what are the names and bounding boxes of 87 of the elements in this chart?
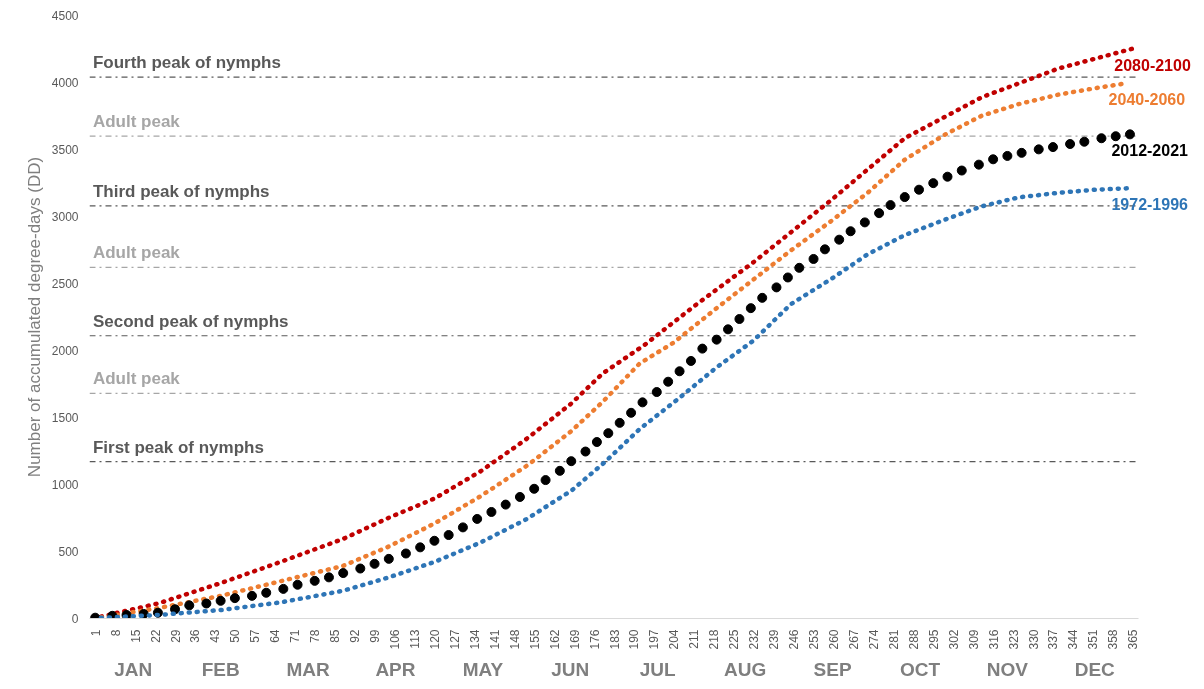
y-tick-label: 1500 bbox=[51, 411, 79, 425]
y-tick-label: 4500 bbox=[51, 9, 79, 23]
x-tick-label: 43 bbox=[208, 629, 223, 643]
x-tick-label: 134 bbox=[467, 629, 482, 650]
y-tick-label: 1000 bbox=[51, 478, 79, 492]
x-tick-label: 344 bbox=[1066, 629, 1081, 650]
y-axis-title: Number of accumulated degree-days (DD) bbox=[24, 156, 44, 478]
series-label: 2080-2100 bbox=[1114, 56, 1191, 74]
x-tick-label: 85 bbox=[328, 629, 343, 643]
x-tick-label: 99 bbox=[368, 629, 383, 643]
x-tick-label: 36 bbox=[188, 629, 203, 643]
x-tick-label: 113 bbox=[407, 629, 422, 649]
x-tick-label: 316 bbox=[986, 629, 1001, 650]
x-tick-label: 295 bbox=[926, 629, 941, 650]
text: OCT bbox=[899, 658, 941, 680]
x-tick-label: 323 bbox=[1006, 629, 1021, 650]
x-tick-label: 239 bbox=[767, 629, 782, 650]
x-tick-label: 57 bbox=[248, 629, 263, 643]
x-tick-label: 232 bbox=[747, 629, 762, 650]
x-tick-label: 120 bbox=[427, 629, 442, 650]
x-tick-label: 64 bbox=[268, 629, 283, 643]
x-tick-label: 253 bbox=[807, 629, 822, 650]
text: SEP bbox=[813, 658, 852, 680]
x-tick-label: 29 bbox=[168, 629, 183, 643]
x-tick-label: 302 bbox=[946, 629, 961, 650]
x-tick-label: 176 bbox=[587, 629, 602, 650]
ref-line-label: Adult peak bbox=[92, 243, 181, 263]
ref-line-label: Fourth peak of nymphs bbox=[92, 53, 281, 73]
x-tick-label: 218 bbox=[707, 629, 722, 650]
x-tick-label: 183 bbox=[607, 629, 622, 650]
x-tick-label: 155 bbox=[527, 629, 542, 650]
text: NOV bbox=[986, 658, 1029, 680]
x-tick-label: 1 bbox=[88, 629, 103, 637]
x-tick-label: 365 bbox=[1126, 629, 1141, 650]
x-tick-label: 211 bbox=[687, 629, 702, 649]
ref-line-label: Second peak of nymphs bbox=[92, 311, 289, 331]
x-tick-label: 204 bbox=[667, 629, 682, 650]
text: MAR bbox=[286, 658, 330, 680]
ref-line-label: Adult peak bbox=[92, 369, 181, 389]
ref-line-label: Adult peak bbox=[92, 112, 181, 132]
x-tick-label: 15 bbox=[128, 629, 143, 643]
x-tick-label: 274 bbox=[866, 629, 881, 650]
x-tick-label: 127 bbox=[447, 629, 462, 650]
y-tick-label: 4000 bbox=[51, 76, 79, 90]
series-label: 1972-1996 bbox=[1111, 196, 1189, 214]
ref-line-label: First peak of nymphs bbox=[92, 437, 264, 457]
y-tick-label: 0 bbox=[71, 612, 79, 626]
y-tick-label: 3000 bbox=[51, 210, 79, 224]
text: AUG bbox=[724, 658, 767, 680]
x-tick-label: 225 bbox=[727, 629, 742, 650]
x-tick-label: 162 bbox=[547, 629, 562, 650]
x-tick-label: 309 bbox=[966, 629, 981, 650]
x-tick-label: 358 bbox=[1106, 629, 1121, 650]
text: DEC bbox=[1074, 658, 1116, 680]
y-tick-label: 3500 bbox=[51, 143, 79, 157]
text: JUL bbox=[639, 658, 677, 680]
x-tick-label: 197 bbox=[647, 629, 662, 650]
text: APR bbox=[375, 658, 416, 680]
x-tick-label: 148 bbox=[507, 629, 522, 650]
x-tick-label: 337 bbox=[1046, 629, 1061, 650]
x-tick-label: 141 bbox=[487, 629, 502, 650]
x-tick-label: 246 bbox=[787, 629, 802, 650]
x-tick-label: 78 bbox=[308, 629, 323, 643]
x-tick-label: 288 bbox=[906, 629, 921, 650]
text: FEB bbox=[201, 658, 240, 680]
x-tick-label: 330 bbox=[1026, 629, 1041, 650]
x-tick-label: 281 bbox=[886, 629, 901, 650]
x-tick-label: 190 bbox=[627, 629, 642, 650]
x-tick-label: 92 bbox=[348, 629, 363, 643]
ref-line-label: Third peak of nymphs bbox=[92, 181, 270, 201]
x-tick-label: 106 bbox=[388, 629, 403, 650]
series-label: 2012-2021 bbox=[1111, 142, 1189, 160]
y-tick-label: 500 bbox=[58, 545, 79, 559]
y-tick-label: 2000 bbox=[51, 344, 79, 358]
text: MAY bbox=[462, 658, 504, 680]
x-tick-label: 22 bbox=[148, 629, 163, 643]
x-tick-label: 8 bbox=[108, 629, 123, 637]
x-tick-label: 260 bbox=[826, 629, 841, 650]
text: JUN bbox=[551, 658, 590, 680]
x-tick-label: 71 bbox=[288, 629, 303, 643]
x-tick-label: 267 bbox=[846, 629, 861, 650]
text: JAN bbox=[114, 658, 153, 680]
x-tick-label: 169 bbox=[567, 629, 582, 650]
series-label: 2040-2060 bbox=[1108, 91, 1186, 109]
x-tick-label: 50 bbox=[228, 629, 243, 643]
y-tick-label: 2500 bbox=[51, 277, 79, 291]
x-tick-label: 351 bbox=[1086, 629, 1101, 650]
